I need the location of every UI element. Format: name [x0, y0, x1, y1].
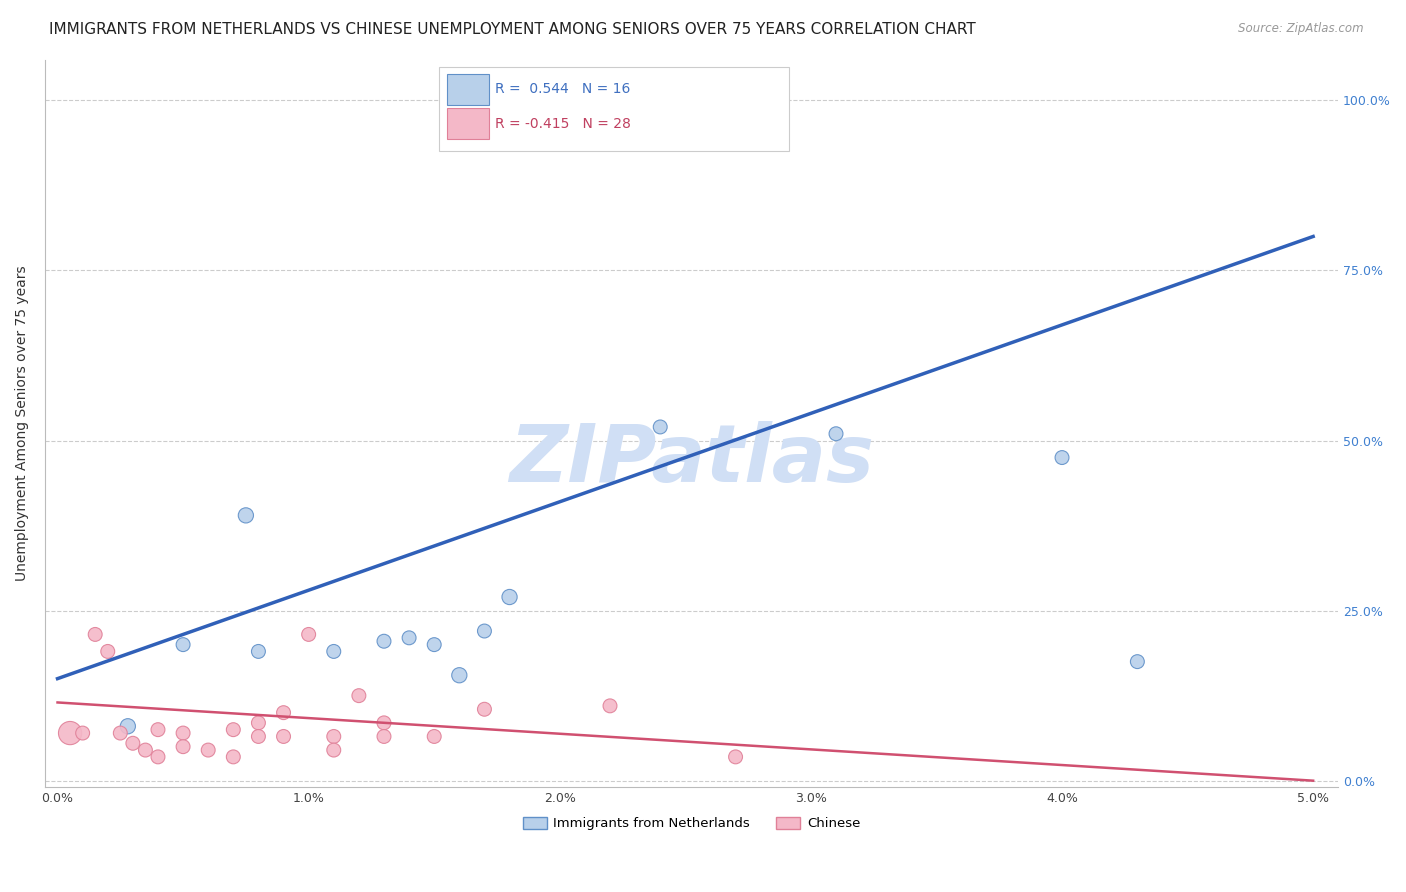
Point — [222, 723, 245, 737]
FancyBboxPatch shape — [447, 108, 488, 139]
Point — [247, 730, 270, 744]
Text: R =  0.544   N = 16: R = 0.544 N = 16 — [495, 82, 630, 96]
Point — [449, 668, 471, 682]
Point — [235, 508, 257, 523]
Point — [322, 644, 344, 658]
Point — [298, 627, 321, 641]
Point — [97, 644, 120, 658]
Point — [724, 750, 747, 764]
Point — [247, 644, 270, 658]
Point — [373, 715, 395, 730]
Point — [172, 739, 194, 754]
Text: IMMIGRANTS FROM NETHERLANDS VS CHINESE UNEMPLOYMENT AMONG SENIORS OVER 75 YEARS : IMMIGRANTS FROM NETHERLANDS VS CHINESE U… — [49, 22, 976, 37]
Point — [423, 638, 446, 652]
Point — [474, 624, 496, 638]
Point — [273, 730, 295, 744]
Y-axis label: Unemployment Among Seniors over 75 years: Unemployment Among Seniors over 75 years — [15, 266, 30, 582]
Point — [84, 627, 107, 641]
Point — [474, 702, 496, 716]
Text: R = -0.415   N = 28: R = -0.415 N = 28 — [495, 117, 631, 130]
Point — [59, 726, 82, 740]
Point — [222, 750, 245, 764]
Point — [117, 719, 139, 733]
Point — [172, 638, 194, 652]
Point — [825, 426, 848, 441]
Point — [373, 634, 395, 648]
Point — [599, 698, 621, 713]
Point — [146, 723, 169, 737]
Point — [146, 750, 169, 764]
Point — [110, 726, 132, 740]
Point — [398, 631, 420, 645]
Text: ZIPatlas: ZIPatlas — [509, 421, 875, 499]
Point — [423, 730, 446, 744]
Point — [172, 726, 194, 740]
Point — [121, 736, 143, 750]
Point — [373, 730, 395, 744]
Point — [650, 420, 672, 434]
Point — [247, 715, 270, 730]
Legend: Immigrants from Netherlands, Chinese: Immigrants from Netherlands, Chinese — [517, 812, 866, 836]
Point — [1050, 450, 1073, 465]
Point — [699, 113, 721, 128]
Point — [347, 689, 370, 703]
Point — [1126, 655, 1149, 669]
Point — [72, 726, 94, 740]
Point — [197, 743, 219, 757]
Text: Source: ZipAtlas.com: Source: ZipAtlas.com — [1239, 22, 1364, 36]
FancyBboxPatch shape — [447, 74, 488, 104]
FancyBboxPatch shape — [440, 67, 789, 151]
Point — [134, 743, 156, 757]
Point — [498, 590, 520, 604]
Point — [273, 706, 295, 720]
Point — [322, 743, 344, 757]
Point — [322, 730, 344, 744]
